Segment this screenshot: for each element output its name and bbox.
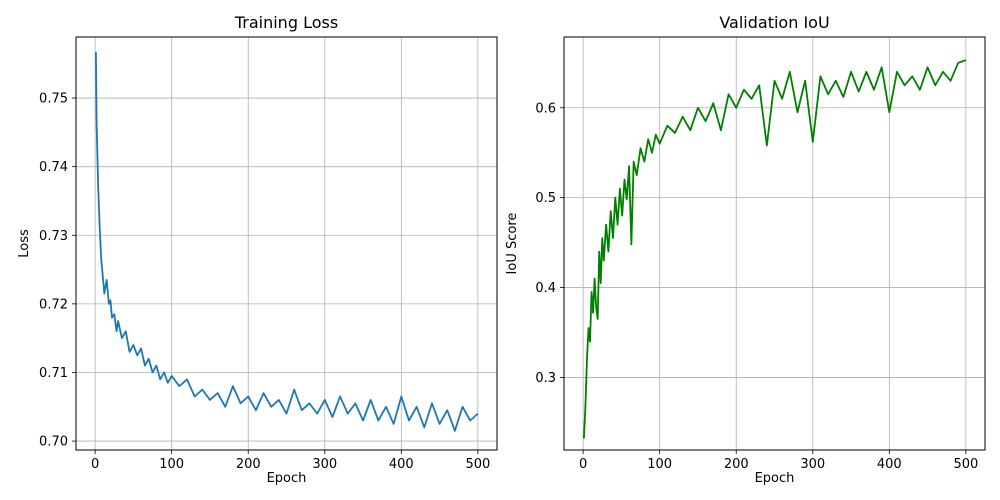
loss-series-line (95, 52, 479, 432)
loss-ytick-label-5: 0.75 (39, 92, 68, 107)
validation-iou-chart: 0 100 200 300 400 500 0.3 0.4 0.5 0.6 Validation I… (505, 13, 986, 486)
iou-ytick-label-0: 0.3 (535, 371, 556, 386)
loss-axes-frame (75, 36, 498, 451)
loss-y-axis-label: Loss (17, 229, 32, 258)
loss-xtick-label-3: 300 (312, 457, 337, 472)
iou-y-axis-label: IoU Score (505, 213, 520, 275)
iou-xtick-label-5: 500 (953, 457, 978, 472)
loss-xtick-label-5: 500 (465, 457, 490, 472)
loss-xtick-label-0: 0 (91, 457, 99, 472)
iou-xtick-label-0: 0 (579, 457, 587, 472)
loss-chart-title: Training Loss (234, 13, 338, 32)
iou-xtick-label-4: 400 (877, 457, 902, 472)
loss-x-axis-label: Epoch (267, 471, 307, 486)
iou-x-axis-label: Epoch (755, 471, 795, 486)
loss-ytick-label-4: 0.74 (39, 160, 68, 175)
iou-axes-frame (563, 36, 986, 451)
loss-ytick-label-0: 0.70 (39, 435, 68, 450)
loss-xtick-label-4: 400 (389, 457, 414, 472)
iou-xtick-label-2: 200 (724, 457, 749, 472)
iou-ytick-label-3: 0.6 (535, 101, 556, 116)
iou-xtick-label-1: 100 (647, 457, 672, 472)
iou-ytick-label-1: 0.4 (535, 281, 556, 296)
loss-xtick-label-1: 100 (159, 457, 184, 472)
loss-ytick-label-2: 0.72 (39, 297, 68, 312)
loss-ytick-label-3: 0.73 (39, 229, 68, 244)
iou-series-line (583, 59, 967, 439)
training-loss-chart: 0 100 200 300 400 500 0.70 0.71 0.72 0.73 0.74 0.75… (17, 13, 498, 486)
loss-xtick-label-2: 200 (236, 457, 261, 472)
loss-ytick-label-1: 0.71 (39, 366, 68, 381)
iou-chart-title: Validation IoU (719, 13, 829, 32)
iou-ytick-label-2: 0.5 (535, 191, 556, 206)
iou-xtick-label-3: 300 (800, 457, 825, 472)
